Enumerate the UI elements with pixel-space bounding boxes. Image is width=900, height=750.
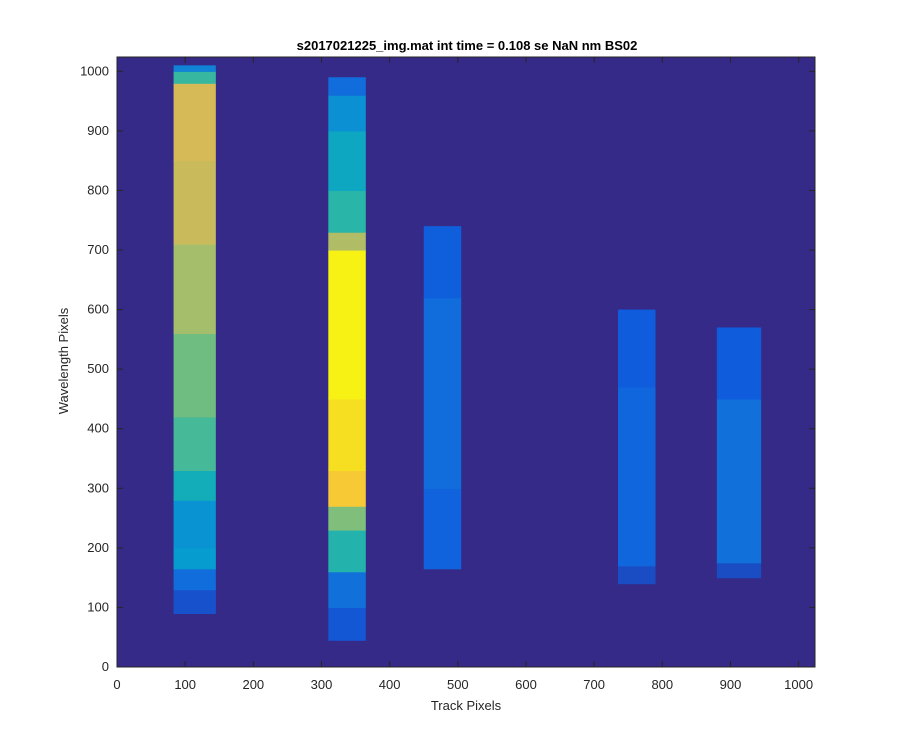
y-tick-label: 100 xyxy=(87,599,109,614)
track-1-band-4 xyxy=(173,500,216,549)
track-5-band-2 xyxy=(716,398,762,564)
y-axis-label: Wavelength Pixels xyxy=(56,307,71,414)
track-5-band-3 xyxy=(716,327,762,400)
x-tick-label: 100 xyxy=(174,677,196,692)
track-2-band-11 xyxy=(328,95,366,132)
plot-area xyxy=(116,56,816,668)
track-2-band-6 xyxy=(328,398,366,472)
y-tick-label: 800 xyxy=(87,182,109,197)
y-tick-label: 200 xyxy=(87,540,109,555)
track-1-band-10 xyxy=(173,83,216,162)
track-4-band-1 xyxy=(618,565,656,585)
track-2-band-12 xyxy=(328,77,366,96)
x-tick-label: 300 xyxy=(311,677,333,692)
y-tick-label: 400 xyxy=(87,421,109,436)
track-1-band-11 xyxy=(173,71,216,84)
track-2-band-8 xyxy=(328,232,366,251)
y-tick-label: 300 xyxy=(87,480,109,495)
x-axis: 0 100 200 300 400 500 600 700 800 900 1000 xyxy=(113,57,813,692)
track-2-band-4 xyxy=(328,506,366,531)
track-3-band-3 xyxy=(423,226,462,299)
x-tick-label: 0 xyxy=(113,677,120,692)
track-2-band-2 xyxy=(328,571,366,609)
track-5-band-1 xyxy=(716,562,762,579)
x-tick-label: 1000 xyxy=(784,677,813,692)
y-tick-label: 0 xyxy=(102,659,109,674)
x-tick-label: 400 xyxy=(379,677,401,692)
x-tick-label: 600 xyxy=(515,677,537,692)
y-tick-label: 1000 xyxy=(80,63,109,78)
chart-title: s2017021225_img.mat int time = 0.108 se … xyxy=(297,38,638,53)
track-1-band-12 xyxy=(173,65,216,72)
track-3-band-1 xyxy=(423,488,462,570)
track-2-band-1 xyxy=(328,607,366,641)
track-1-band-2 xyxy=(173,568,216,591)
x-tick-label: 700 xyxy=(583,677,605,692)
plot-background xyxy=(117,57,815,667)
y-tick-label: 600 xyxy=(87,302,109,317)
x-tick-label: 800 xyxy=(651,677,673,692)
track-3-band-2 xyxy=(423,297,462,489)
x-axis-label: Track Pixels xyxy=(431,698,502,713)
x-tick-label: 500 xyxy=(447,677,469,692)
track-1-band-3 xyxy=(173,547,216,570)
y-tick-label: 900 xyxy=(87,123,109,138)
track-2-band-3 xyxy=(328,529,366,573)
x-tick-label: 900 xyxy=(720,677,742,692)
y-tick-label: 500 xyxy=(87,361,109,376)
track-1 xyxy=(173,65,216,614)
y-axis: 0 100 200 300 400 500 600 700 800 900 1000 xyxy=(80,63,815,674)
y-tick-label: 700 xyxy=(87,242,109,257)
track-2-band-7 xyxy=(328,250,366,400)
track-4-band-2 xyxy=(618,387,656,567)
track-1-band-8 xyxy=(173,244,216,335)
track-1-band-7 xyxy=(173,333,216,418)
x-tick-label: 200 xyxy=(242,677,264,692)
track-5 xyxy=(716,327,762,579)
track-1-band-1 xyxy=(173,589,216,614)
track-2 xyxy=(328,77,366,641)
track-4 xyxy=(618,309,656,585)
plot-frame xyxy=(116,56,816,668)
track-2-band-5 xyxy=(328,470,366,507)
track-1-band-9 xyxy=(173,160,216,245)
track-1-band-6 xyxy=(173,416,216,472)
track-4-band-3 xyxy=(618,309,656,388)
track-2-band-9 xyxy=(328,190,366,233)
track-1-band-5 xyxy=(173,470,216,501)
track-3 xyxy=(423,226,462,570)
track-2-band-10 xyxy=(328,130,366,192)
